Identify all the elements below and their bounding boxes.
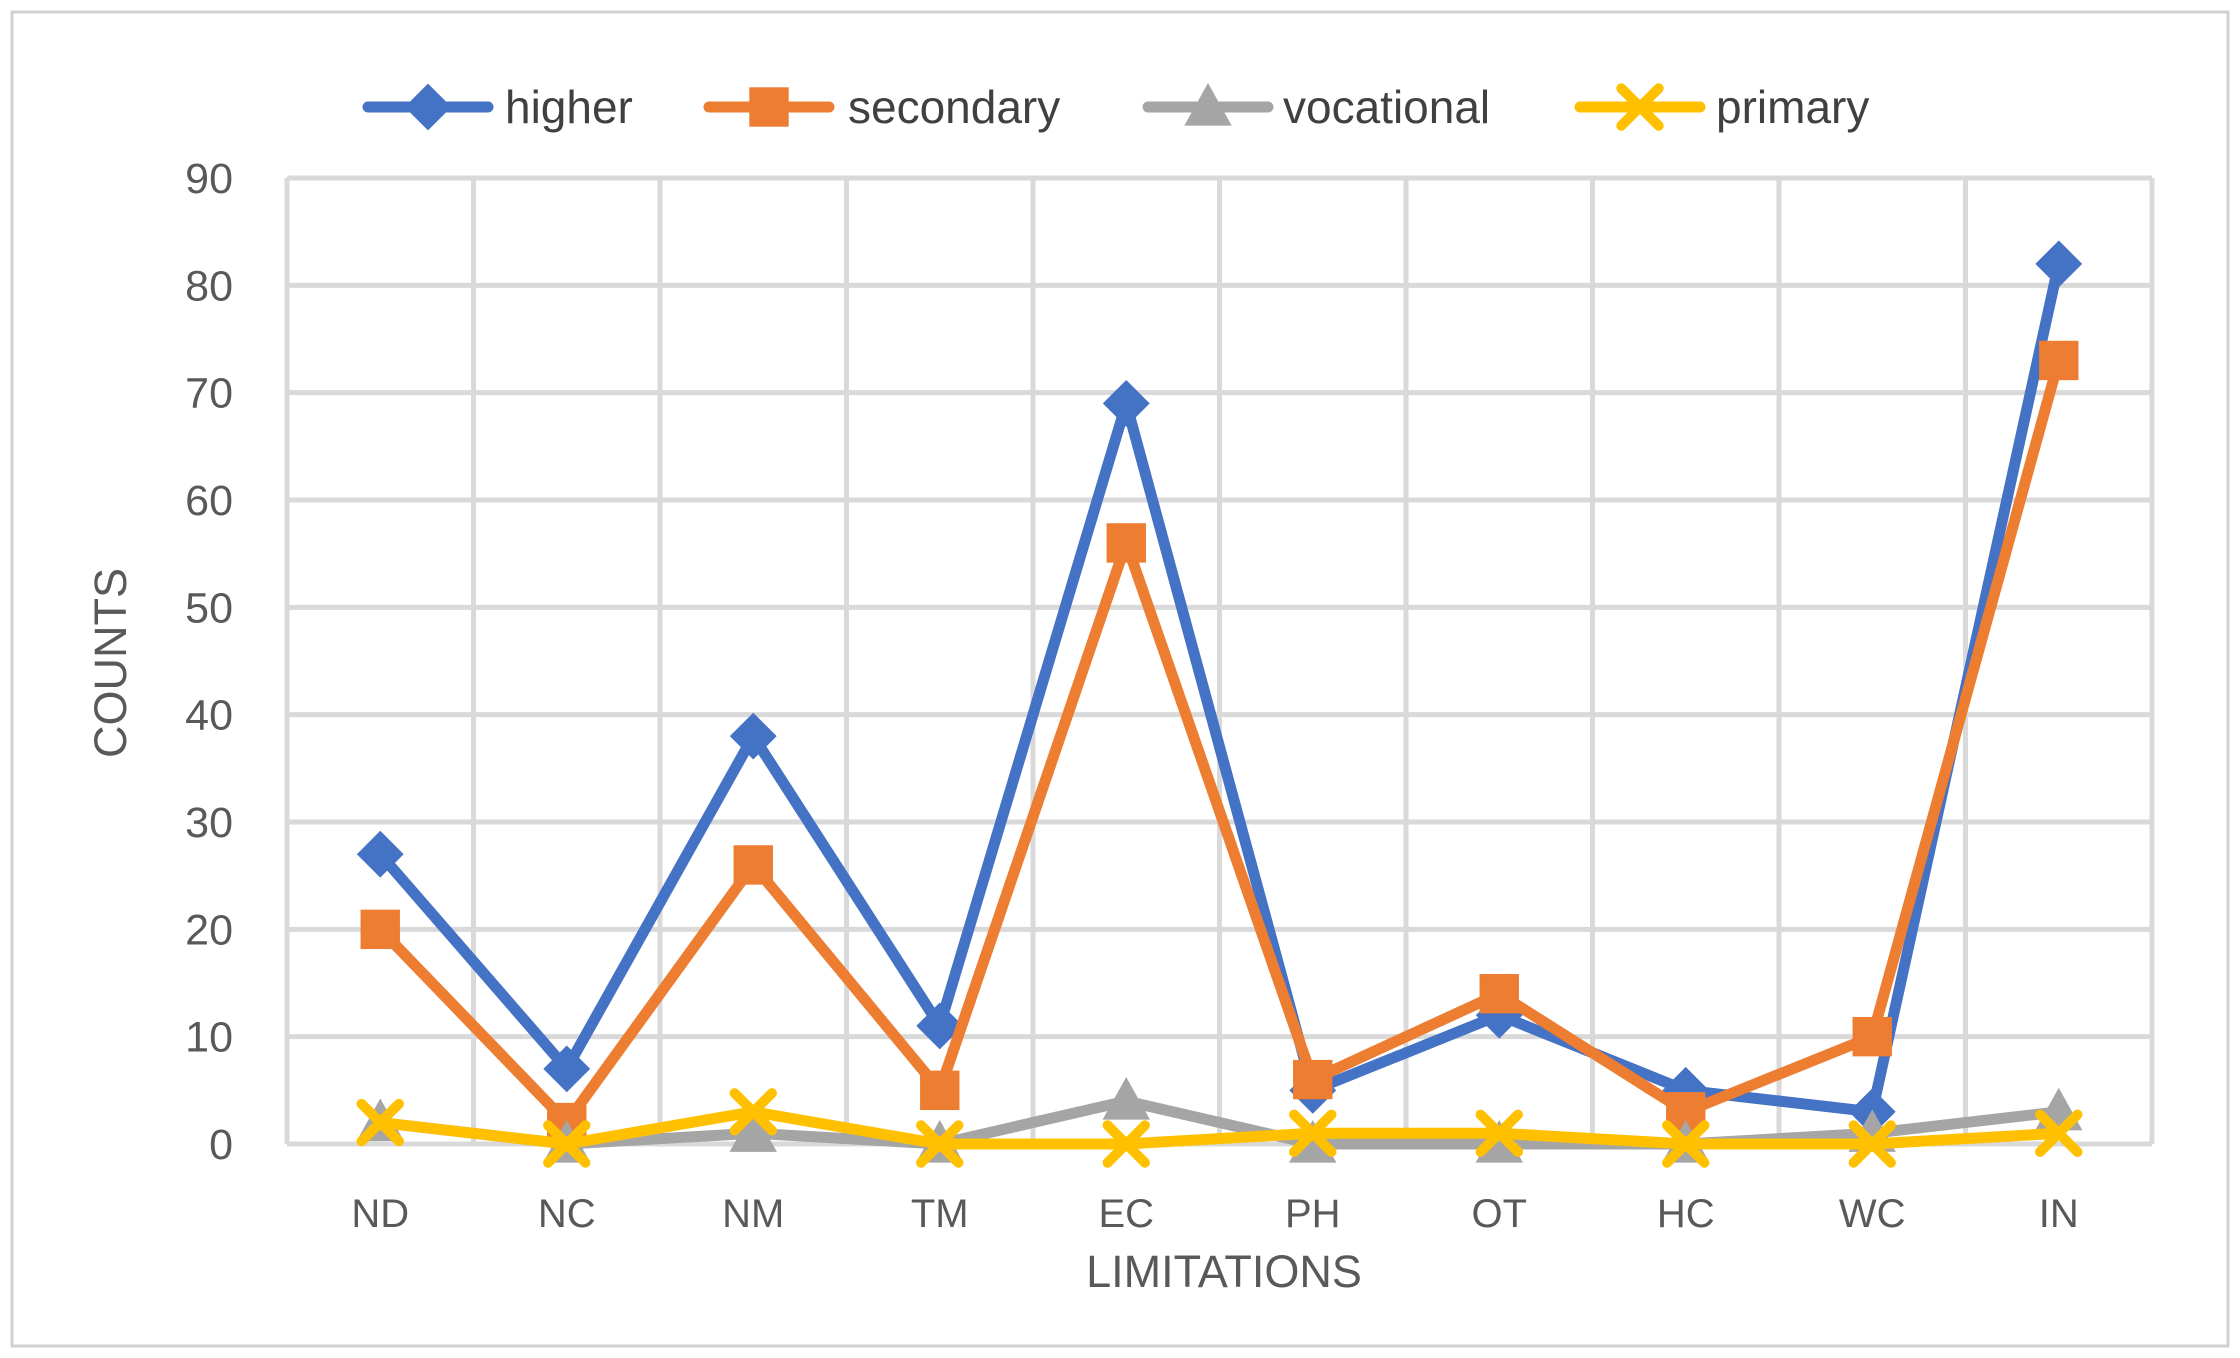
data-point-primary <box>916 1120 964 1168</box>
data-point-higher <box>543 1045 591 1093</box>
series-line-secondary <box>374 354 2065 1129</box>
data-point-secondary <box>2039 340 2079 381</box>
y-axis-ticks: 0 10 20 30 40 50 60 70 80 90 <box>185 155 233 1169</box>
data-point-secondary <box>1852 1016 1892 1057</box>
data-point-primary <box>1848 1120 1896 1168</box>
data-point-higher <box>729 712 777 760</box>
x-axis-ticks: ND NC NM TM EC PH OT HC WC IN <box>351 1192 2078 1236</box>
data-point-secondary <box>1106 523 1146 563</box>
data-point-secondary <box>360 909 400 950</box>
legend-item-vocational: vocational <box>1142 81 1490 133</box>
data-point-secondary <box>733 845 773 885</box>
x-tick-label: IN <box>2039 1192 2079 1236</box>
legend-marker <box>1184 82 1232 126</box>
y-tick-label: 20 <box>185 906 233 954</box>
legend-label: higher <box>505 81 633 133</box>
data-point-secondary <box>920 1070 960 1111</box>
data-point-vocational <box>1102 1077 1150 1120</box>
legend-label: secondary <box>848 81 1060 133</box>
y-tick-label: 70 <box>185 370 233 418</box>
y-tick-label: 40 <box>185 692 233 740</box>
legend-marker <box>1616 83 1664 131</box>
y-tick-label: 0 <box>209 1121 233 1169</box>
y-tick-label: 30 <box>185 799 233 847</box>
legend-item-primary: primary <box>1574 81 1869 133</box>
x-tick-label: WC <box>1839 1192 1906 1236</box>
series-primary <box>356 1088 2083 1168</box>
data-point-primary <box>1475 1109 1523 1157</box>
y-tick-label: 80 <box>185 262 233 310</box>
data-point-primary <box>543 1120 591 1168</box>
data-point-higher <box>356 830 404 878</box>
data-point-higher <box>2035 240 2083 288</box>
x-tick-label: TM <box>911 1192 969 1236</box>
series-layer <box>356 240 2083 1168</box>
data-point-secondary <box>1479 974 1519 1014</box>
legend-marker <box>749 87 789 127</box>
y-tick-label: 10 <box>185 1014 233 1062</box>
y-tick-label: 90 <box>185 155 233 203</box>
data-point-secondary <box>1293 1059 1333 1100</box>
x-tick-label: NM <box>722 1192 784 1236</box>
y-tick-label: 60 <box>185 477 233 525</box>
x-tick-label: PH <box>1285 1192 1341 1236</box>
data-point-higher <box>1102 379 1150 427</box>
x-tick-label: EC <box>1098 1192 1154 1236</box>
series-higher <box>356 240 2083 1136</box>
legend: higher secondary vocational primary <box>362 81 1869 133</box>
data-point-vocational <box>729 1109 777 1152</box>
x-axis-title: LIMITATIONS <box>1086 1246 1362 1297</box>
data-point-primary <box>356 1098 404 1147</box>
x-tick-label: HC <box>1657 1192 1715 1236</box>
data-point-primary <box>729 1088 777 1136</box>
series-line-higher <box>374 258 2065 1118</box>
data-point-primary <box>1102 1120 1150 1168</box>
data-point-primary <box>1662 1120 1710 1168</box>
legend-item-higher: higher <box>362 81 633 133</box>
x-tick-label: NC <box>538 1192 596 1236</box>
legend-label: vocational <box>1283 81 1490 133</box>
legend-label: primary <box>1716 81 1869 133</box>
legend-item-secondary: secondary <box>703 81 1060 133</box>
data-point-higher <box>916 1002 964 1050</box>
legend-marker <box>404 83 452 131</box>
x-tick-label: OT <box>1471 1192 1527 1236</box>
series-line-primary <box>374 1106 2065 1150</box>
x-tick-label: ND <box>351 1192 409 1236</box>
y-tick-label: 50 <box>185 584 233 632</box>
y-axis-title: COUNTS <box>85 568 136 758</box>
data-point-primary <box>1289 1109 1337 1157</box>
data-point-primary <box>2035 1109 2083 1157</box>
